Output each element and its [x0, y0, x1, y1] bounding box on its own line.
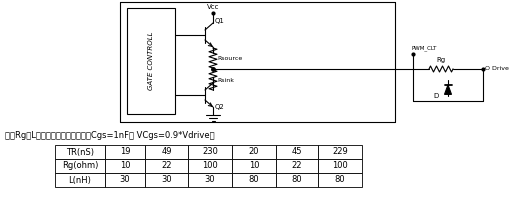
- Text: 10: 10: [120, 162, 130, 171]
- Bar: [55, 159, 105, 173]
- Text: 100: 100: [332, 162, 348, 171]
- Bar: [276, 173, 318, 187]
- Text: Rsink: Rsink: [217, 78, 234, 83]
- Text: 22: 22: [161, 162, 172, 171]
- Bar: [55, 173, 105, 187]
- Text: PWM_CLT: PWM_CLT: [411, 45, 436, 51]
- Text: Rg: Rg: [436, 57, 445, 63]
- Polygon shape: [444, 85, 452, 94]
- Bar: [55, 145, 105, 159]
- Bar: [188, 145, 232, 159]
- Text: 49: 49: [161, 148, 172, 157]
- Bar: [145, 145, 188, 159]
- Text: Vcc: Vcc: [207, 4, 219, 10]
- Text: 230: 230: [202, 148, 218, 157]
- Text: Rsource: Rsource: [217, 56, 242, 60]
- Bar: [105, 145, 145, 159]
- Text: 19: 19: [120, 148, 130, 157]
- Text: L(nH): L(nH): [69, 176, 92, 185]
- Bar: [318, 159, 362, 173]
- Text: 30: 30: [120, 176, 130, 185]
- Text: 22: 22: [292, 162, 302, 171]
- Bar: [318, 173, 362, 187]
- Text: GATE CONTROLL: GATE CONTROLL: [148, 32, 154, 90]
- Bar: [145, 159, 188, 173]
- Bar: [188, 173, 232, 187]
- Text: 45: 45: [292, 148, 302, 157]
- Text: 关于Rg、L对于上升时间的影响：（Cgs=1nF， VCgs=0.9*Vdrive）: 关于Rg、L对于上升时间的影响：（Cgs=1nF， VCgs=0.9*Vdriv…: [5, 131, 214, 140]
- Text: 10: 10: [249, 162, 259, 171]
- Text: 80: 80: [335, 176, 345, 185]
- Text: 80: 80: [249, 176, 259, 185]
- Bar: [145, 173, 188, 187]
- Bar: [232, 173, 276, 187]
- Text: Q1: Q1: [215, 18, 225, 24]
- Text: D: D: [433, 93, 438, 99]
- Text: 30: 30: [161, 176, 172, 185]
- Text: Rg(ohm): Rg(ohm): [62, 162, 98, 171]
- Text: 20: 20: [249, 148, 259, 157]
- Text: 80: 80: [291, 176, 302, 185]
- Text: O Drive: O Drive: [485, 66, 509, 71]
- Text: 30: 30: [204, 176, 216, 185]
- Bar: [276, 159, 318, 173]
- Bar: [232, 159, 276, 173]
- Bar: [105, 159, 145, 173]
- Bar: [276, 145, 318, 159]
- Text: 229: 229: [332, 148, 348, 157]
- Bar: [105, 173, 145, 187]
- Bar: [127, 8, 175, 114]
- Text: Q2: Q2: [215, 104, 225, 110]
- Text: 100: 100: [202, 162, 218, 171]
- Bar: [318, 145, 362, 159]
- Text: TR(nS): TR(nS): [66, 148, 94, 157]
- Bar: [188, 159, 232, 173]
- Bar: [232, 145, 276, 159]
